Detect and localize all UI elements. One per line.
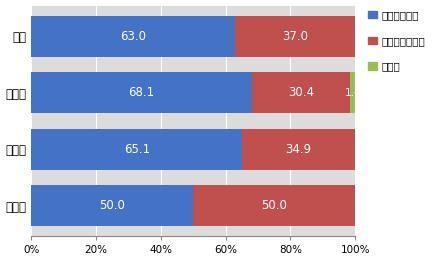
Text: 63.0: 63.0 [120, 30, 146, 43]
Text: 37.0: 37.0 [282, 30, 308, 43]
Bar [31, 16, 235, 57]
Text: 50.0: 50.0 [99, 199, 125, 212]
Text: 68.1: 68.1 [128, 86, 155, 99]
Bar [193, 185, 355, 226]
Text: 1.4: 1.4 [344, 88, 360, 98]
Text: 30.4: 30.4 [287, 86, 313, 99]
Bar [235, 16, 355, 57]
Text: 50.0: 50.0 [261, 199, 286, 212]
Text: 65.1: 65.1 [124, 143, 150, 156]
Text: 34.9: 34.9 [285, 143, 311, 156]
Legend: 確認している, 確認していない, 無回答: 確認している, 確認していない, 無回答 [363, 6, 428, 76]
Bar [31, 129, 242, 169]
Bar [349, 73, 354, 113]
Bar [242, 129, 355, 169]
Bar [31, 73, 251, 113]
Bar [31, 185, 193, 226]
Bar [251, 73, 349, 113]
